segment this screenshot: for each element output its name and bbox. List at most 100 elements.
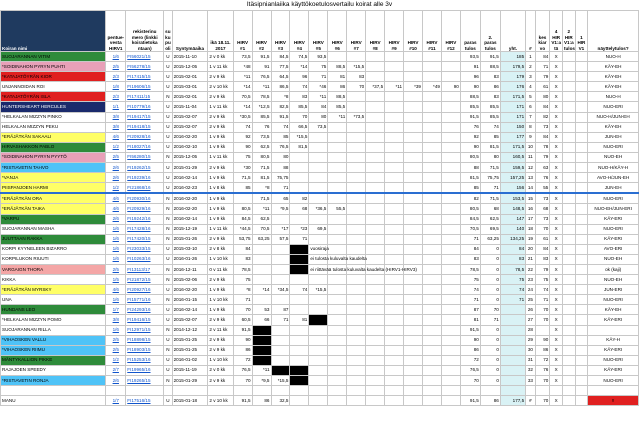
column-header[interactable]: 2. paras tulos — [479, 10, 501, 52]
column-header[interactable]: HIRV #6 — [327, 10, 348, 52]
registration-link[interactable]: FI19242/16 — [125, 213, 165, 225]
litter-link[interactable]: 4/6 — [105, 203, 127, 215]
registration-link[interactable]: FI17516/15 — [125, 395, 165, 407]
registration-link[interactable]: FI20929/16 — [125, 203, 165, 215]
litter-link[interactable]: 1/2 — [105, 141, 127, 153]
column-header[interactable]: yht. — [499, 10, 527, 52]
column-header[interactable]: HIRV #11 — [422, 10, 442, 52]
registration-link[interactable]: FI24293/16 — [125, 304, 165, 316]
litter-link[interactable]: 2/3 — [105, 91, 127, 103]
column-header[interactable]: rekisterinu mero (linkki koiratietoka nt… — [125, 10, 165, 52]
litter-link[interactable]: 2/6 — [105, 374, 127, 387]
registration-link[interactable]: FI19965/16 — [125, 364, 165, 377]
column-header[interactable]: HIRV #9 — [384, 10, 405, 52]
column-header[interactable]: HIRV #3 — [270, 10, 291, 52]
column-header[interactable]: ikä 18.11. 2017 — [207, 10, 234, 52]
column-header[interactable]: HIRV #7 — [346, 10, 367, 52]
column-header[interactable]: paras tulos — [459, 10, 481, 52]
column-header[interactable]: 4 HIR V1:a tä — [549, 10, 563, 52]
litter-link[interactable]: 1/5 — [105, 274, 127, 286]
score-cell — [384, 395, 405, 407]
column-header[interactable]: pentue-vesta HIRV1 — [105, 10, 127, 52]
registration-link[interactable]: FI17428/16 — [125, 223, 165, 235]
litter-link[interactable]: 1/7 — [105, 304, 127, 316]
registration-link[interactable]: FI18903/15 — [125, 344, 165, 356]
registration-link[interactable]: FI15771/16 — [125, 294, 165, 306]
registration-link[interactable]: FI12971/15 — [125, 324, 165, 336]
litter-link[interactable]: 1/6 — [105, 243, 127, 255]
registration-link[interactable]: FI17420/15 — [125, 233, 165, 245]
litter-link[interactable]: 2/5 — [105, 334, 127, 346]
registration-link[interactable]: FI20927/16 — [125, 284, 165, 296]
registration-link[interactable]: FI15253/16 — [125, 354, 165, 366]
registration-link[interactable]: FI19417/15 — [125, 111, 165, 123]
column-header[interactable]: HIRV #10 — [403, 10, 423, 52]
registration-link[interactable]: FI20930/16 — [125, 192, 165, 205]
registration-link[interactable]: FI17415/15 — [125, 71, 165, 83]
registration-link[interactable]: FI19416/15 — [125, 314, 165, 326]
litter-link[interactable]: 1/6 — [105, 223, 127, 235]
litter-link[interactable]: 1/6 — [105, 50, 127, 63]
registration-link[interactable]: FI19265/15 — [125, 374, 165, 387]
registration-link[interactable]: FI20928/16 — [125, 131, 165, 143]
registration-link[interactable]: FI21872/15 — [125, 274, 165, 286]
litter-link[interactable]: 4/6 — [105, 284, 127, 296]
litter-link[interactable]: 3/8 — [105, 111, 127, 123]
litter-link[interactable]: 1/2 — [105, 354, 127, 366]
column-header[interactable]: näyttelytulos? — [587, 10, 639, 52]
litter-link[interactable]: 2/6 — [105, 213, 127, 225]
registration-link[interactable]: FI17411/15 — [125, 91, 165, 103]
registration-link[interactable]: FI19239/16 — [125, 172, 165, 184]
litter-link[interactable] — [105, 385, 127, 397]
column-header[interactable]: HIRV #4 — [289, 10, 310, 52]
litter-link[interactable]: 3/8 — [105, 314, 127, 326]
litter-link[interactable]: 1/6 — [105, 253, 127, 265]
column-header[interactable]: # — [525, 10, 536, 52]
litter-link[interactable]: 2/5 — [105, 263, 127, 276]
column-header[interactable]: HIRV #1 — [232, 10, 253, 52]
column-header[interactable]: Syntymäaika — [171, 10, 209, 52]
litter-link[interactable]: 2/3 — [105, 71, 127, 83]
registration-link[interactable]: FI13113/17 — [125, 263, 165, 276]
litter-link[interactable]: 1/7 — [105, 395, 127, 407]
litter-link[interactable]: 2/7 — [105, 364, 127, 377]
litter-link[interactable]: 1/6 — [105, 294, 127, 306]
column-header[interactable]: HIRV #12 — [440, 10, 461, 52]
column-header[interactable]: kes kiar vo — [534, 10, 551, 52]
registration-link[interactable] — [125, 385, 165, 397]
litter-link[interactable]: 4/6 — [105, 192, 127, 205]
column-header[interactable]: 1 HIR V1 — [574, 10, 589, 52]
litter-link[interactable]: 2/5 — [105, 344, 127, 356]
litter-link[interactable]: 1/6 — [105, 324, 127, 336]
registration-link[interactable]: FI10263/16 — [125, 253, 165, 265]
registration-link[interactable]: FI23033/15 — [125, 243, 165, 255]
litter-link[interactable]: 2/6 — [105, 172, 127, 184]
litter-link[interactable]: 2/6 — [105, 162, 127, 174]
column-header[interactable]: su ku pu oli — [163, 10, 173, 52]
registration-link[interactable]: FI56278/15 — [125, 61, 165, 73]
litter-link[interactable]: 3/8 — [105, 121, 127, 133]
column-header[interactable]: Koiran nimi — [0, 10, 107, 52]
registration-link[interactable]: FI18898/15 — [125, 334, 165, 346]
registration-link[interactable]: FI19418/15 — [125, 121, 165, 133]
registration-link[interactable]: FI19262/15 — [125, 162, 165, 174]
rank-cell: 22 — [525, 263, 536, 276]
registration-link[interactable]: FI18027/16 — [125, 141, 165, 153]
litter-link[interactable]: 1/8 — [105, 81, 127, 93]
registration-link[interactable]: FI56280/15 — [125, 151, 165, 164]
registration-link[interactable]: FI56021/15 — [125, 50, 165, 63]
column-header[interactable]: HIRV #8 — [365, 10, 386, 52]
score-cell — [403, 121, 423, 133]
registration-link[interactable]: FI21868/16 — [125, 182, 165, 194]
column-header[interactable]: HIRV #2 — [251, 10, 272, 52]
litter-link[interactable]: 2/5 — [105, 151, 127, 164]
litter-link[interactable]: 1/6 — [105, 233, 127, 245]
litter-link[interactable]: 4/6 — [105, 131, 127, 143]
litter-link[interactable]: 1/2 — [105, 182, 127, 194]
litter-link[interactable]: 1/1 — [105, 101, 127, 113]
column-header[interactable]: 2 HIR V1:a tulos — [561, 10, 576, 52]
column-header[interactable]: HIRV #5 — [308, 10, 329, 52]
registration-link[interactable]: FI19606/15 — [125, 81, 165, 93]
litter-link[interactable]: 2/5 — [105, 61, 127, 73]
registration-link[interactable]: FI10779/16 — [125, 101, 165, 113]
